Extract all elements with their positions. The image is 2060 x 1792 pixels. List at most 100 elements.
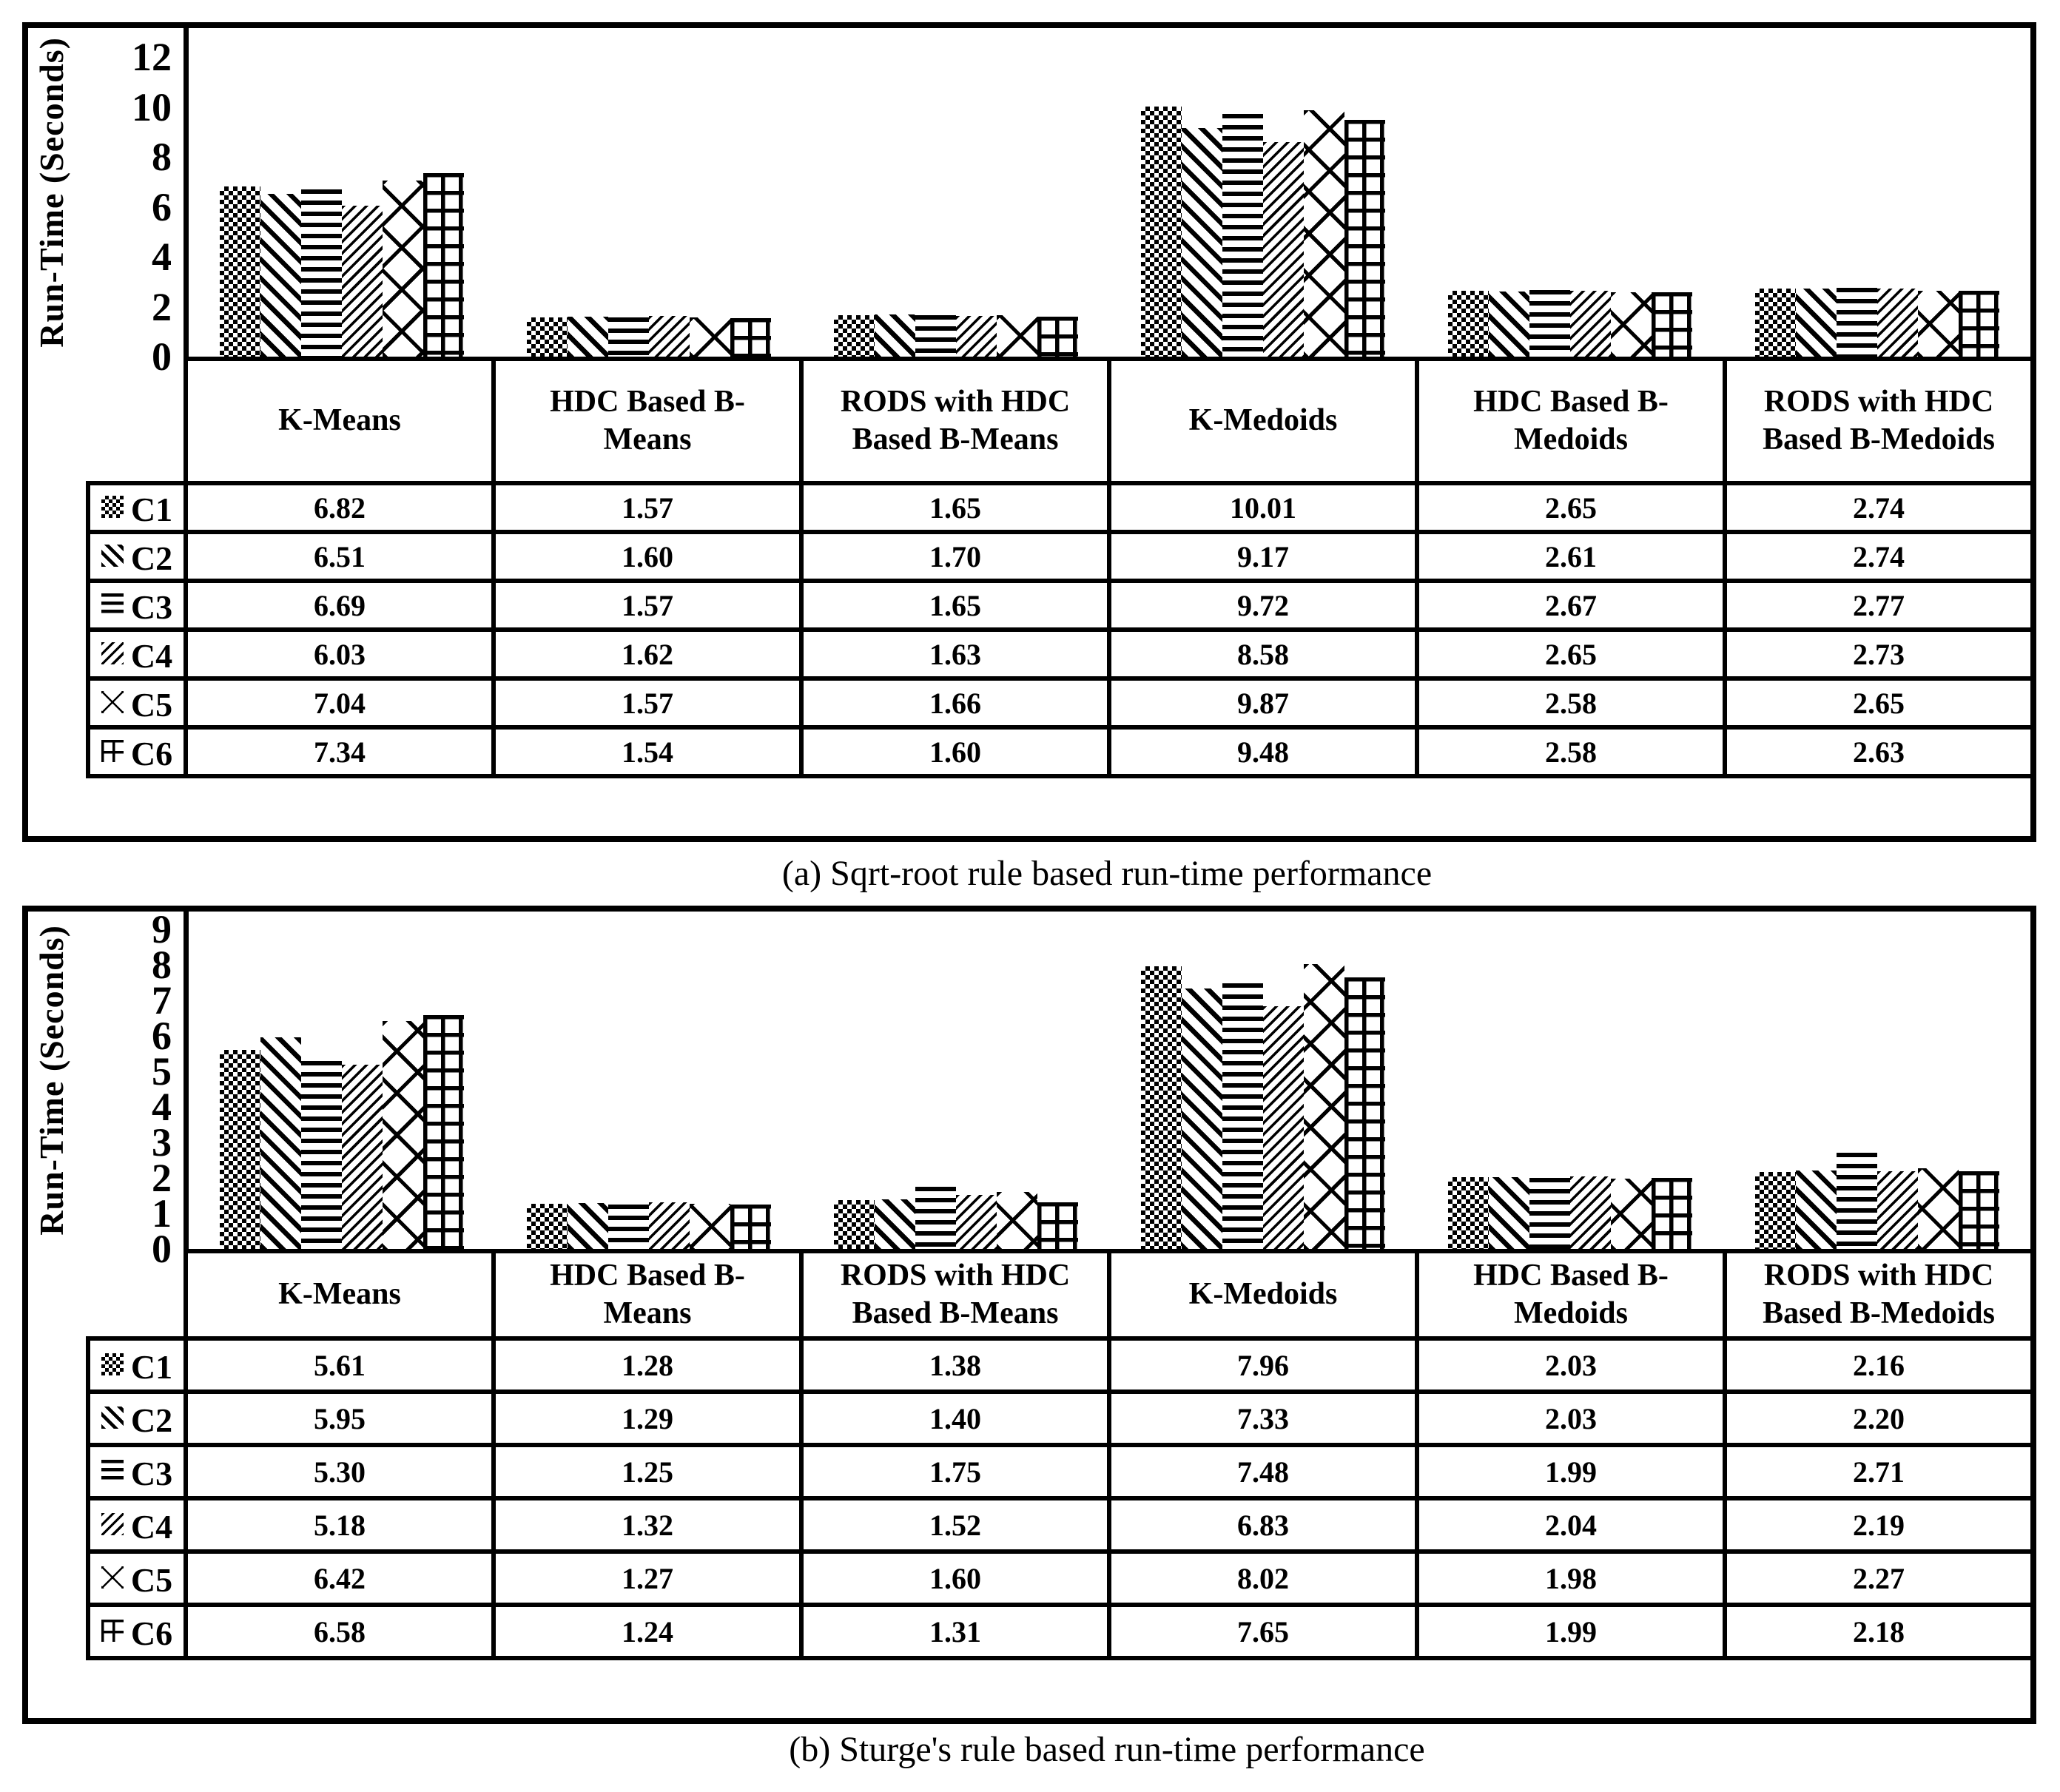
value-cell: 1.66 — [799, 676, 1111, 730]
horizontal-lines-pattern-icon — [101, 1460, 124, 1483]
table-corner-spacer — [88, 1251, 186, 1338]
bar-group — [189, 173, 496, 357]
bar-C5 — [1303, 964, 1344, 1249]
value-cell: 2.74 — [1723, 481, 2035, 534]
table-row: C3 6.69 1.57 1.65 9.72 2.67 2.77 — [86, 579, 2035, 632]
bar-C6 — [1037, 1202, 1079, 1249]
bar-C3 — [1222, 983, 1263, 1249]
column-header: HDC Based B-Means — [491, 1249, 804, 1341]
value-cell: 1.38 — [799, 1336, 1111, 1394]
bar-C4 — [1569, 291, 1611, 357]
table-row: C5 6.42 1.27 1.60 8.02 1.98 2.27 — [86, 1549, 2035, 1607]
value-cell: 5.61 — [184, 1336, 496, 1394]
diamond-lattice-pattern-icon — [101, 1566, 124, 1589]
value-cell: 6.82 — [184, 481, 496, 534]
legend-cell: C5 — [86, 1549, 188, 1607]
column-header: HDC Based B-Means — [491, 357, 804, 485]
value-cell: 2.65 — [1415, 481, 1727, 534]
bar-C2 — [1488, 1177, 1529, 1249]
bar-C6 — [423, 173, 465, 357]
value-cell: 2.04 — [1415, 1496, 1727, 1554]
bar-C4 — [1262, 1006, 1304, 1249]
bar-C2 — [1795, 1170, 1837, 1249]
table-row: C6 7.34 1.54 1.60 9.48 2.58 2.63 — [86, 725, 2035, 778]
column-header: RODS with HDC Based B-Medoids — [1723, 1249, 2035, 1341]
y-axis-ticks: 12 10 8 6 4 2 0 — [74, 28, 184, 379]
value-cell: 5.18 — [184, 1496, 496, 1554]
bar-C6 — [730, 318, 772, 357]
panel-a-frame: Run-Time (Seconds) 12 10 8 6 4 2 0 K-Means HDC … — [22, 22, 2036, 842]
checkerboard-pattern-icon — [101, 496, 124, 519]
bar-C2 — [1181, 128, 1222, 357]
y-tick-label: 7 — [152, 978, 172, 1023]
value-cell: 1.54 — [491, 725, 804, 778]
y-tick-label: 2 — [152, 1156, 172, 1200]
bar-C3 — [608, 1205, 650, 1249]
value-cell: 6.51 — [184, 530, 496, 583]
bar-C5 — [690, 1204, 731, 1249]
figure: Run-Time (Seconds) 12 10 8 6 4 2 0 K-Means HDC … — [0, 22, 2060, 1792]
value-cell: 1.25 — [491, 1443, 804, 1500]
value-cell: 6.58 — [184, 1603, 496, 1660]
value-cell: 2.65 — [1723, 676, 2035, 730]
column-header: HDC Based B-Medoids — [1415, 1249, 1727, 1341]
bar-group — [1110, 964, 1417, 1249]
value-cell: 2.03 — [1415, 1336, 1727, 1394]
y-tick-label: 4 — [152, 1085, 172, 1129]
column-header: K-Medoids — [1107, 1249, 1419, 1341]
bar-C1 — [1447, 291, 1489, 357]
legend-cell: C4 — [86, 1496, 188, 1554]
value-cell: 2.73 — [1723, 627, 2035, 681]
bar-C5 — [1917, 291, 1959, 357]
value-cell: 1.60 — [799, 1549, 1111, 1607]
plot-area-b — [184, 912, 2030, 1249]
panel-a: Run-Time (Seconds) 12 10 8 6 4 2 0 K-Means HDC … — [0, 22, 2060, 906]
value-cell: 1.99 — [1415, 1603, 1727, 1660]
y-axis-title-box: Run-Time (Seconds) — [28, 28, 74, 357]
bar-C5 — [383, 181, 424, 357]
series-label: C2 — [130, 539, 173, 577]
value-cell: 6.42 — [184, 1549, 496, 1607]
bar-C2 — [1795, 289, 1837, 357]
value-cell: 7.34 — [184, 725, 496, 778]
bar-C5 — [1610, 1179, 1652, 1249]
bar-C2 — [1181, 988, 1222, 1249]
y-tick-label: 3 — [152, 1120, 172, 1165]
diagonal-up-pattern-icon — [101, 642, 124, 665]
bar-C4 — [1876, 1171, 1918, 1249]
y-tick-label: 0 — [152, 334, 172, 379]
value-cell: 1.27 — [491, 1549, 804, 1607]
value-cell: 1.28 — [491, 1336, 804, 1394]
value-cell: 1.60 — [491, 530, 804, 583]
series-label: C1 — [130, 1347, 173, 1386]
series-label: C4 — [130, 636, 173, 675]
bar-C6 — [730, 1205, 772, 1249]
series-label: C6 — [130, 1614, 173, 1652]
value-cell: 7.96 — [1107, 1336, 1419, 1394]
legend-cell: C4 — [86, 627, 188, 681]
bar-C3 — [1529, 290, 1570, 357]
value-cell: 9.72 — [1107, 579, 1419, 632]
table-row: C4 5.18 1.32 1.52 6.83 2.04 2.19 — [86, 1496, 2035, 1554]
value-cell: 1.52 — [799, 1496, 1111, 1554]
value-cell: 8.02 — [1107, 1549, 1419, 1607]
bar-C6 — [1037, 317, 1079, 357]
value-cell: 1.40 — [799, 1390, 1111, 1447]
bar-C3 — [915, 315, 957, 357]
column-header: K-Means — [184, 357, 496, 485]
legend-cell: C2 — [86, 1390, 188, 1447]
y-axis-title: Run-Time (Seconds) — [32, 37, 70, 348]
table-row: C2 5.95 1.29 1.40 7.33 2.03 2.20 — [86, 1390, 2035, 1447]
series-label: C4 — [130, 1507, 173, 1546]
grid-pattern-icon — [101, 740, 124, 763]
series-label: C5 — [130, 685, 173, 724]
value-cell: 1.29 — [491, 1390, 804, 1447]
grid-pattern-icon — [101, 1620, 124, 1643]
value-cell: 1.75 — [799, 1443, 1111, 1500]
bar-C1 — [220, 186, 261, 357]
column-header: RODS with HDC Based B-Medoids — [1723, 357, 2035, 485]
value-cell: 10.01 — [1107, 481, 1419, 534]
series-label: C5 — [130, 1560, 173, 1599]
